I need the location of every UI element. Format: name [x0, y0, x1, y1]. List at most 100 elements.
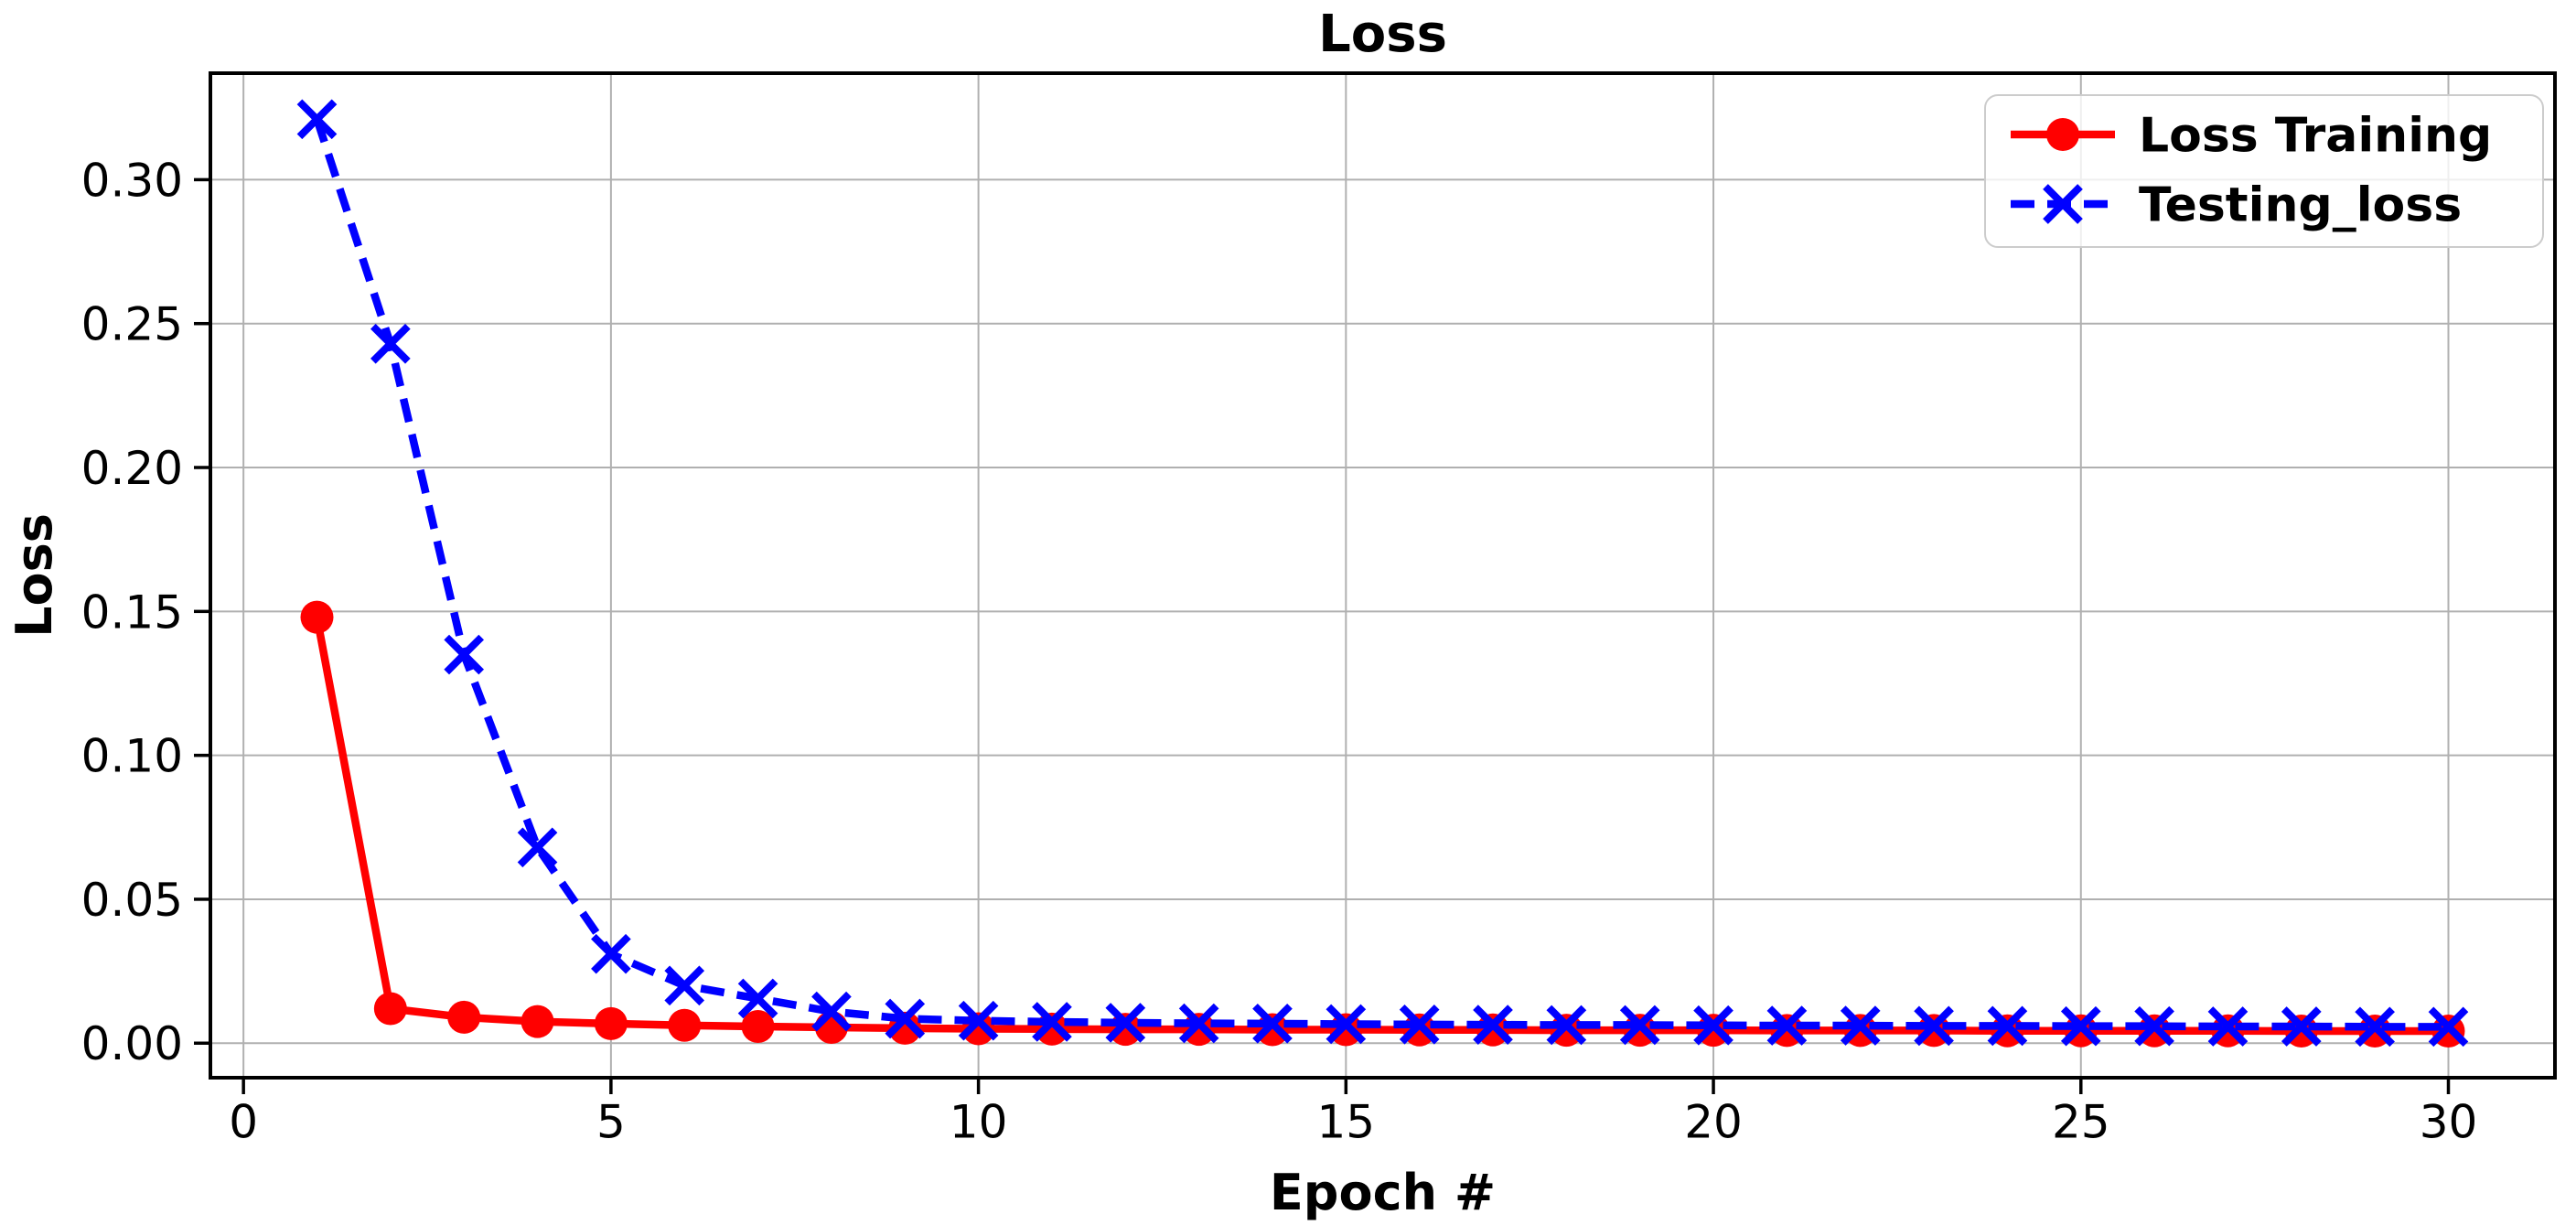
x-marker-stroke — [2355, 1006, 2395, 1048]
x-marker-stroke — [1032, 1002, 1072, 1042]
y-tick-label-0: 0.00 — [81, 1017, 183, 1070]
legend-label: Testing_loss — [2139, 178, 2462, 233]
x-marker-stroke — [1840, 1005, 1881, 1046]
y-tick-label-2: 0.10 — [81, 730, 183, 783]
x-tick-label-3: 15 — [1317, 1096, 1376, 1149]
legend-label: Loss Training — [2139, 109, 2492, 164]
x-marker — [2428, 1006, 2469, 1048]
x-marker-stroke — [1252, 1004, 1293, 1044]
x-marker — [664, 965, 705, 1006]
x-marker — [1693, 1005, 1733, 1046]
x-marker — [958, 1000, 999, 1041]
x-marker-stroke — [2134, 1005, 2174, 1047]
circle-marker — [1550, 1014, 1583, 1048]
x-marker-stroke — [1693, 1005, 1733, 1046]
x-tick-label-6: 30 — [2420, 1096, 2478, 1149]
x-marker — [1399, 1004, 1440, 1045]
tick-marks — [194, 177, 2451, 1094]
x-marker — [1473, 1005, 1513, 1045]
legend: Loss Training Testing_loss — [1984, 94, 2544, 248]
circle-marker — [1402, 1013, 1436, 1047]
x-marker — [2060, 1005, 2101, 1047]
legend-item-training: Loss Training — [2011, 109, 2492, 164]
x-marker-stroke — [370, 323, 411, 364]
y-tick-label-4: 0.20 — [81, 442, 183, 495]
x-marker-stroke — [1178, 1003, 1219, 1044]
x-marker — [444, 634, 485, 675]
x-marker — [2355, 1006, 2395, 1048]
circle-marker — [521, 1005, 554, 1038]
y-tick-label-3: 0.15 — [81, 586, 183, 639]
x-marker — [1987, 1005, 2028, 1047]
y-axis-label: Loss — [5, 513, 63, 638]
circle-marker — [300, 600, 334, 634]
x-marker-stroke — [296, 99, 338, 140]
x-marker — [811, 991, 852, 1032]
x-marker — [2134, 1005, 2174, 1047]
circle-marker — [1623, 1014, 1657, 1048]
y-tick-label-5: 0.25 — [81, 298, 183, 351]
x-marker-stroke — [1619, 1005, 1660, 1046]
x-marker — [1178, 1003, 1219, 1044]
x-marker-stroke — [1987, 1005, 2028, 1047]
x-marker — [2281, 1006, 2322, 1047]
x-marker — [370, 323, 411, 364]
legend-circle-marker — [2046, 118, 2079, 151]
x-marker-stroke — [1326, 1004, 1367, 1045]
circle-marker — [1329, 1013, 1363, 1047]
x-marker-stroke — [885, 998, 926, 1039]
x-marker — [2207, 1006, 2249, 1047]
x-marker — [1105, 1003, 1146, 1043]
x-marker — [1252, 1004, 1293, 1044]
x-marker-stroke — [1914, 1005, 1954, 1047]
circle-marker — [447, 1000, 481, 1034]
x-marker-stroke — [2207, 1006, 2249, 1047]
x-marker-stroke — [811, 991, 852, 1032]
x-marker — [296, 99, 338, 140]
x-marker — [517, 827, 558, 868]
x-marker-stroke — [517, 827, 558, 868]
x-tick-label-4: 20 — [1684, 1096, 1743, 1149]
x-marker — [591, 933, 631, 974]
circle-marker — [741, 1009, 775, 1043]
x-tick-label-1: 5 — [596, 1096, 626, 1149]
x-tick-label-0: 0 — [229, 1096, 258, 1149]
chart-title: Loss — [1318, 5, 1447, 64]
x-marker-stroke — [2060, 1005, 2101, 1047]
legend-item-testing: Testing_loss — [2011, 178, 2462, 233]
x-marker-stroke — [1105, 1003, 1146, 1043]
x-tick-label-5: 25 — [2052, 1096, 2110, 1149]
circle-marker — [1255, 1013, 1289, 1047]
x-marker — [737, 978, 778, 1019]
x-marker-stroke — [1473, 1005, 1513, 1045]
axes-spines — [209, 71, 2557, 1080]
circle-marker — [1476, 1013, 1510, 1047]
x-marker-stroke — [1546, 1005, 1587, 1046]
legend-x-marker — [2043, 184, 2083, 224]
x-marker-stroke — [737, 978, 778, 1019]
x-marker — [1840, 1005, 1881, 1046]
x-marker-stroke — [444, 634, 485, 675]
x-marker — [1914, 1005, 1954, 1047]
x-marker-stroke — [664, 965, 705, 1006]
legend-box — [1984, 94, 2544, 248]
x-marker — [1032, 1002, 1072, 1042]
circle-marker — [1182, 1013, 1216, 1047]
y-tick-label-1: 0.05 — [81, 874, 183, 927]
series-testing — [296, 99, 2469, 1048]
circle-marker — [594, 1006, 628, 1040]
x-marker — [885, 998, 926, 1039]
x-tick-label-2: 10 — [950, 1096, 1008, 1149]
circle-marker — [668, 1008, 702, 1042]
x-marker — [1546, 1005, 1587, 1046]
x-marker-stroke — [1766, 1005, 1808, 1046]
x-axis-label: Epoch # — [1270, 1164, 1496, 1221]
x-marker — [1326, 1004, 1367, 1045]
x-marker — [1619, 1005, 1660, 1046]
x-marker-stroke — [2428, 1006, 2469, 1048]
x-marker — [1766, 1005, 1808, 1046]
legend-x-marker-stroke — [2043, 184, 2083, 224]
circle-marker — [373, 992, 407, 1026]
x-marker-stroke — [2281, 1006, 2322, 1047]
